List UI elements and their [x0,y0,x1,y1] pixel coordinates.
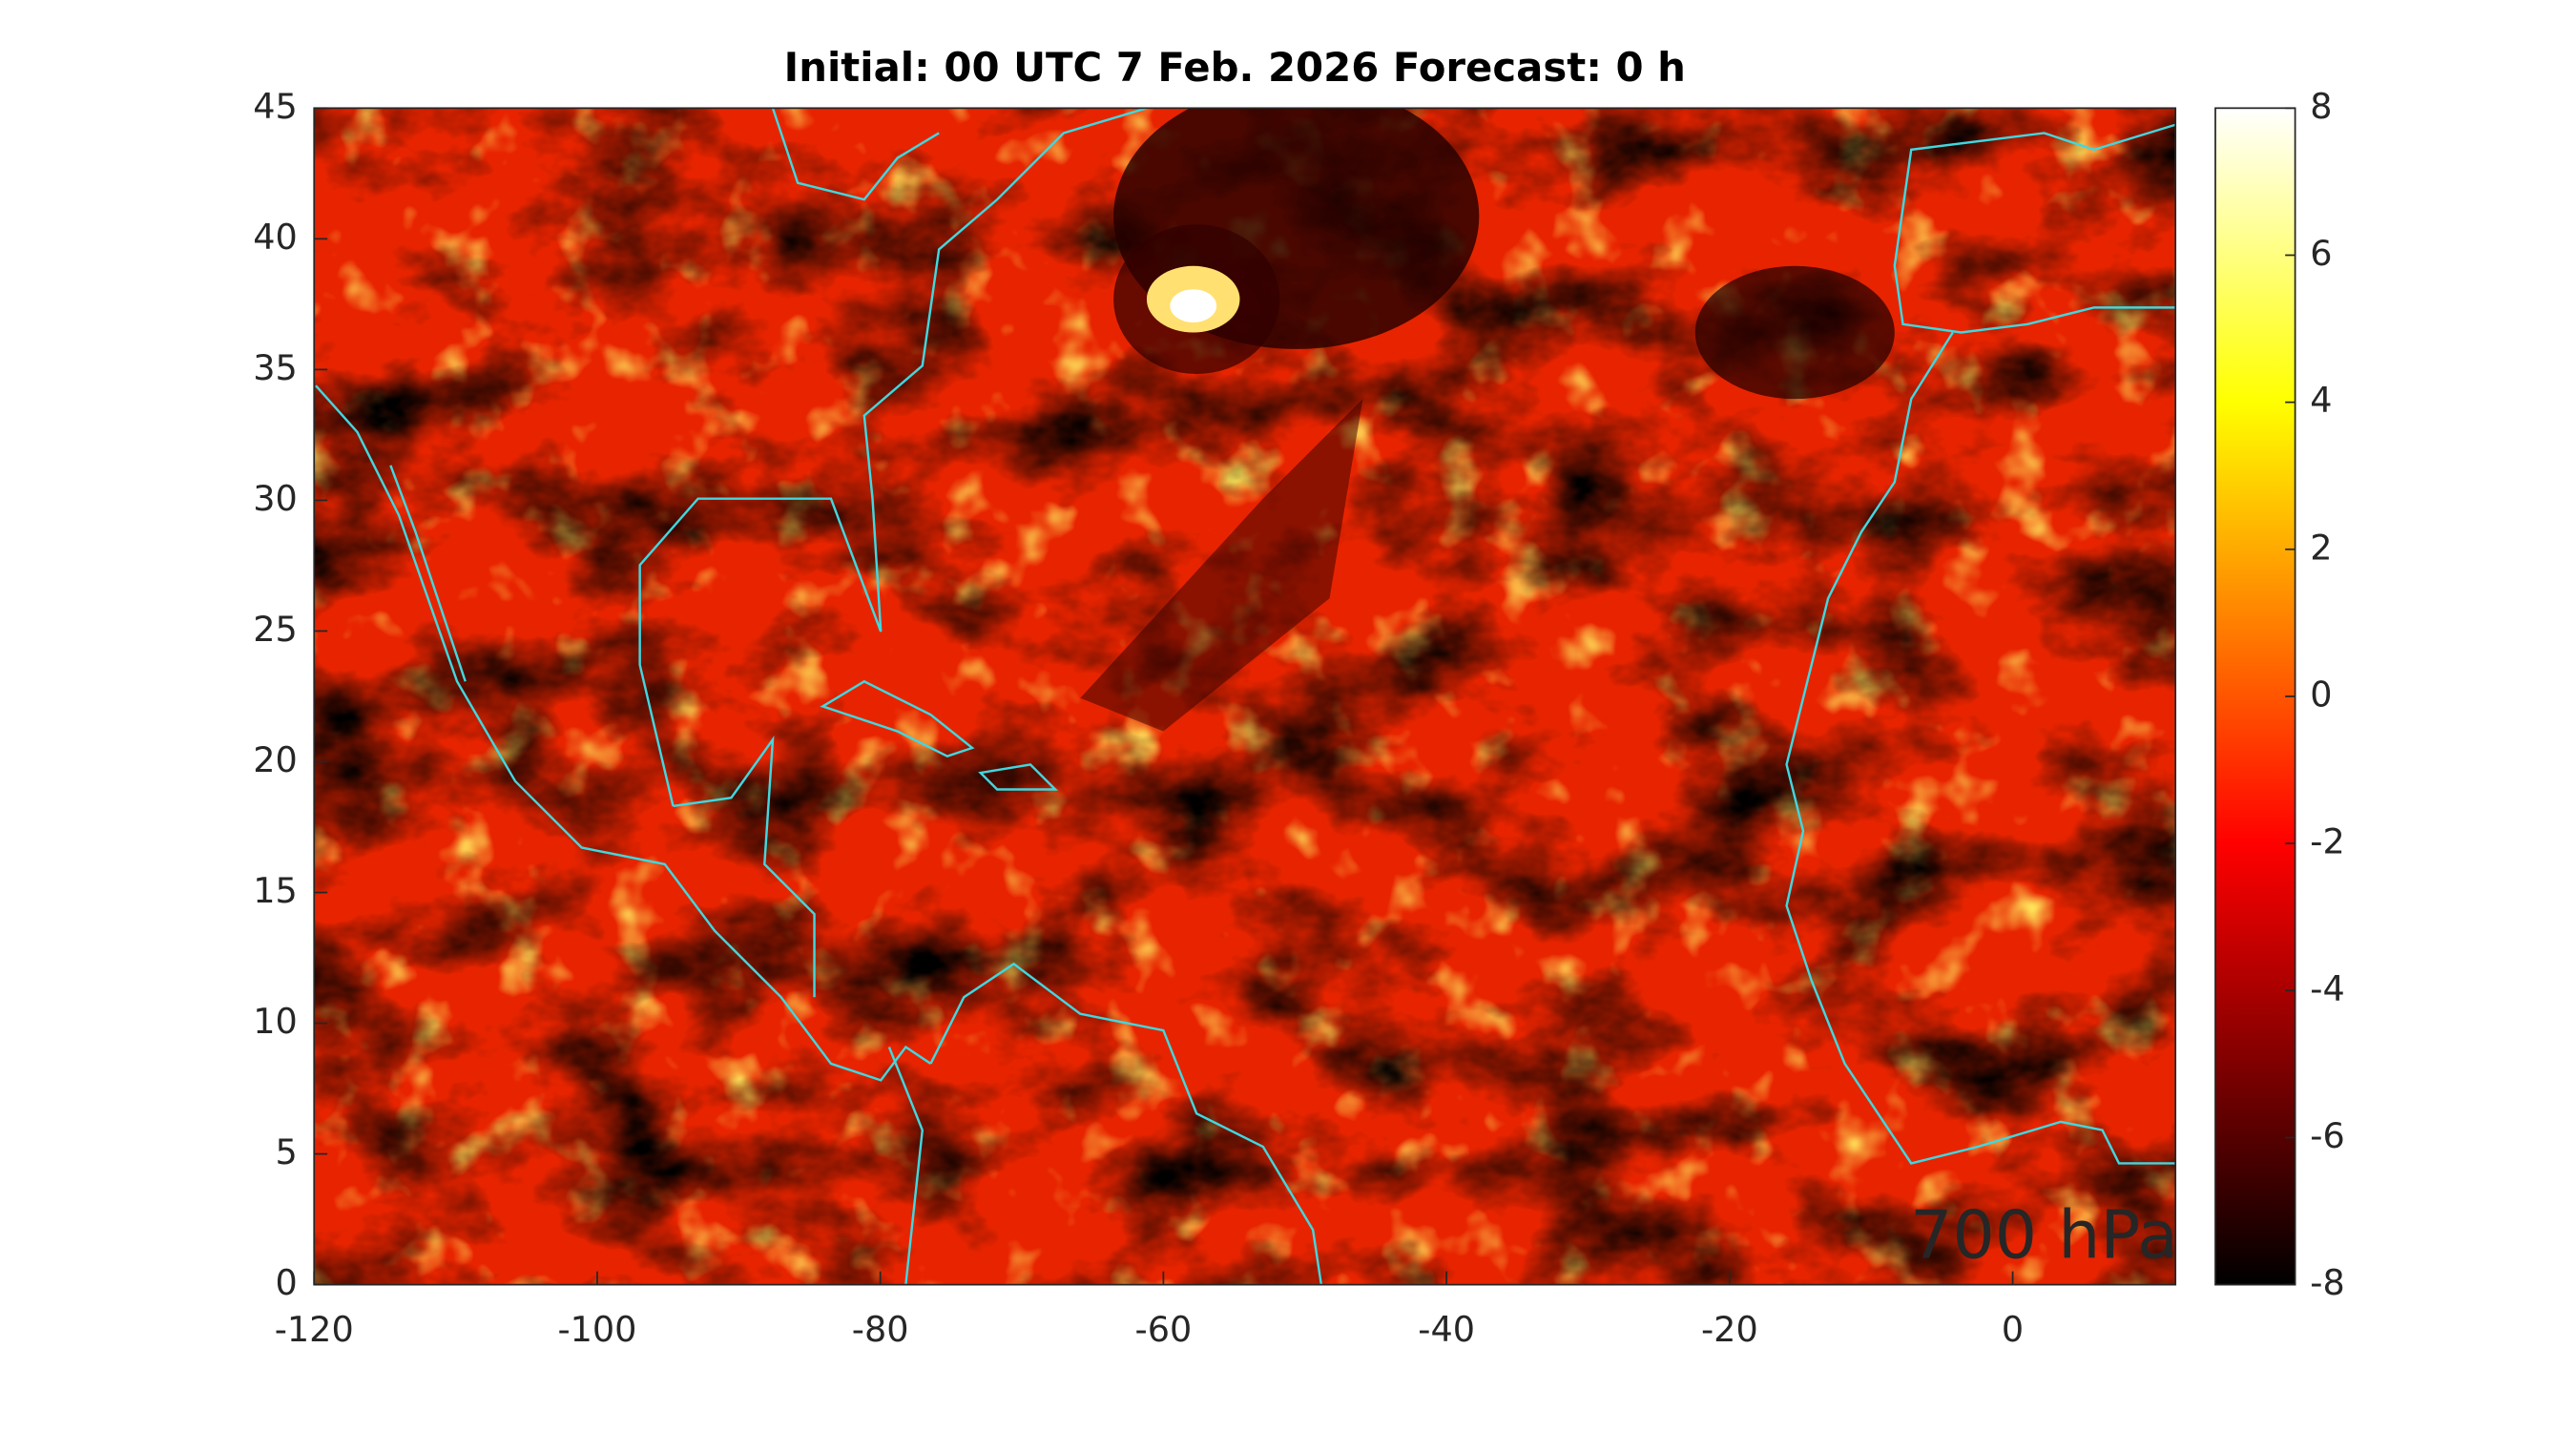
y-tick-label: 40 [253,217,298,258]
y-tick-label: 25 [253,609,298,650]
coastline [820,679,975,757]
colorbar-tick-label: -8 [2310,1262,2344,1303]
colorbar-tick-label: -2 [2310,821,2344,862]
coastline [673,736,816,998]
colorbar [2214,107,2296,1286]
coastline [978,763,1059,791]
level-label: 700 hPa [1910,1197,2178,1275]
x-tick-label: -120 [275,1309,354,1350]
coastline [1785,331,2176,1165]
y-tick-label: 30 [253,478,298,519]
colorbar-tick-label: 2 [2310,527,2332,568]
y-tick-label: 10 [253,1001,298,1042]
dark-band [1080,399,1363,732]
y-tick-label: 20 [253,739,298,780]
y-tick-label: 35 [253,347,298,388]
coastline [887,1047,924,1285]
colorbar-tick-label: 0 [2310,674,2332,715]
dark-region [1694,265,1895,400]
bright-core [1170,289,1217,323]
x-tick-label: 0 [2002,1309,2024,1350]
coastline [929,962,1323,1285]
colorbar-tick-label: 6 [2310,233,2332,274]
plot-frame [313,107,2177,1286]
colorbar-tick-label: -4 [2310,968,2344,1009]
x-tick-label: -20 [1701,1309,1758,1350]
coastline [1893,123,2176,334]
colorbar-tick-label: -6 [2310,1115,2344,1156]
x-tick-label: -40 [1418,1309,1475,1350]
y-tick-label: 45 [253,86,298,127]
field [314,108,2176,1285]
coastline [638,108,1148,807]
coastline [315,384,932,1082]
chart-title: Initial: 00 UTC 7 Feb. 2026 Forecast: 0 … [784,44,1686,91]
x-tick-label: -80 [852,1309,909,1350]
x-tick-label: -100 [557,1309,636,1350]
coastline [771,108,940,201]
colorbar-tick-label: 4 [2310,380,2332,421]
x-tick-label: -60 [1135,1309,1193,1350]
y-tick-label: 5 [276,1131,298,1172]
y-tick-label: 15 [253,870,298,911]
y-tick-label: 0 [276,1262,298,1303]
coastline [389,465,467,682]
colorbar-tick-label: 8 [2310,86,2332,127]
